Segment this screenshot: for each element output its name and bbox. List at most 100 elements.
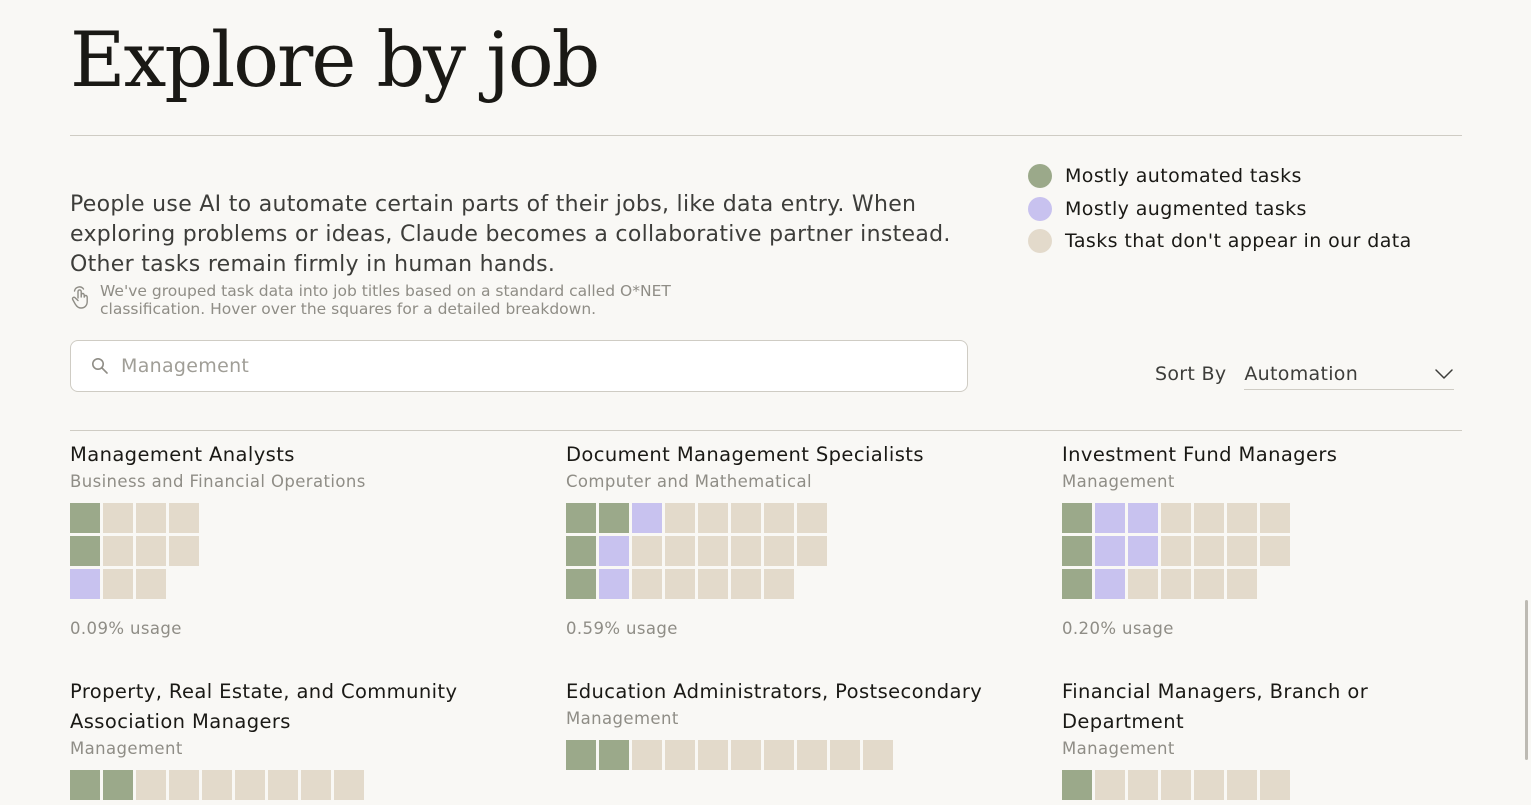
task-square-augmented[interactable] [632,503,662,533]
task-square-not-in-data[interactable] [103,569,133,599]
legend-item-augmented: Mostly augmented tasks [1028,193,1412,226]
task-square-not-in-data[interactable] [731,503,761,533]
task-square-automated[interactable] [566,503,596,533]
task-square-augmented[interactable] [70,569,100,599]
task-square-not-in-data[interactable] [764,503,794,533]
job-title[interactable]: Management Analysts [70,443,295,466]
task-square-augmented[interactable] [1128,536,1158,566]
task-square-not-in-data[interactable] [731,536,761,566]
job-category: Management [566,709,679,728]
task-square-not-in-data[interactable] [1095,770,1125,800]
task-square-augmented[interactable] [599,569,629,599]
task-square-not-in-data[interactable] [797,503,827,533]
search-box[interactable] [70,340,968,392]
sort-label: Sort By [1155,363,1227,385]
task-square-not-in-data[interactable] [202,770,232,800]
task-square-not-in-data[interactable] [136,770,166,800]
task-square-automated[interactable] [599,503,629,533]
task-square-not-in-data[interactable] [169,770,199,800]
task-square-not-in-data[interactable] [1194,536,1224,566]
task-square-not-in-data[interactable] [334,770,364,800]
job-title[interactable]: Investment Fund Managers [1062,443,1338,466]
task-square-not-in-data[interactable] [1227,503,1257,533]
task-square-automated[interactable] [566,740,596,770]
task-square-not-in-data[interactable] [698,740,728,770]
task-square-not-in-data[interactable] [1260,536,1290,566]
task-square-automated[interactable] [1062,569,1092,599]
task-square-not-in-data[interactable] [235,770,265,800]
task-square-not-in-data[interactable] [665,503,695,533]
task-square-not-in-data[interactable] [1128,770,1158,800]
chevron-down-icon [1435,368,1454,379]
job-card: Investment Fund Managers Management 0.20… [1062,440,1482,638]
task-square-not-in-data[interactable] [169,536,199,566]
task-square-not-in-data[interactable] [1260,770,1290,800]
task-square-not-in-data[interactable] [1227,770,1257,800]
task-square-automated[interactable] [566,569,596,599]
task-square-not-in-data[interactable] [1161,770,1191,800]
task-square-augmented[interactable] [599,536,629,566]
task-square-augmented[interactable] [1095,536,1125,566]
job-title[interactable]: Education Administrators, Postsecondary [566,680,983,703]
task-square-not-in-data[interactable] [1161,569,1191,599]
task-square-not-in-data[interactable] [103,536,133,566]
task-square-not-in-data[interactable] [797,740,827,770]
task-square-not-in-data[interactable] [103,503,133,533]
task-square-not-in-data[interactable] [1194,770,1224,800]
task-square-not-in-data[interactable] [797,536,827,566]
task-square-not-in-data[interactable] [169,503,199,533]
task-square-automated[interactable] [1062,770,1092,800]
legend-dot-not-in-data [1028,229,1052,254]
task-square-automated[interactable] [1062,503,1092,533]
task-square-not-in-data[interactable] [665,740,695,770]
hand-pointer-icon [71,286,88,309]
task-grid-row [1062,536,1482,569]
task-square-not-in-data[interactable] [301,770,331,800]
job-title[interactable]: Document Management Specialists [566,443,924,466]
task-square-automated[interactable] [599,740,629,770]
task-square-not-in-data[interactable] [268,770,298,800]
task-square-not-in-data[interactable] [1194,503,1224,533]
task-square-not-in-data[interactable] [764,536,794,566]
task-square-automated[interactable] [70,503,100,533]
task-square-automated[interactable] [70,536,100,566]
task-square-augmented[interactable] [1095,503,1125,533]
task-square-not-in-data[interactable] [698,536,728,566]
task-square-augmented[interactable] [1128,503,1158,533]
task-square-automated[interactable] [1062,536,1092,566]
task-square-not-in-data[interactable] [136,503,166,533]
scrollbar[interactable] [1525,600,1528,760]
job-title[interactable]: Property, Real Estate, and Community Ass… [70,680,458,733]
sort-select[interactable]: Automation [1244,358,1455,390]
task-square-automated[interactable] [103,770,133,800]
task-square-not-in-data[interactable] [1161,536,1191,566]
task-square-not-in-data[interactable] [1161,503,1191,533]
task-square-augmented[interactable] [1095,569,1125,599]
task-square-automated[interactable] [566,536,596,566]
task-grid-row [70,569,490,602]
search-input[interactable] [119,354,923,378]
task-square-not-in-data[interactable] [136,569,166,599]
task-grid-row [70,503,490,536]
task-square-not-in-data[interactable] [665,536,695,566]
task-square-not-in-data[interactable] [1128,569,1158,599]
task-square-not-in-data[interactable] [632,740,662,770]
task-square-not-in-data[interactable] [698,569,728,599]
task-square-not-in-data[interactable] [764,569,794,599]
task-square-not-in-data[interactable] [764,740,794,770]
task-square-not-in-data[interactable] [863,740,893,770]
task-square-not-in-data[interactable] [1227,569,1257,599]
task-square-not-in-data[interactable] [731,569,761,599]
task-square-not-in-data[interactable] [136,536,166,566]
job-title[interactable]: Financial Managers, Branch or Department [1062,680,1369,733]
task-square-automated[interactable] [70,770,100,800]
task-square-not-in-data[interactable] [632,569,662,599]
task-square-not-in-data[interactable] [632,536,662,566]
task-square-not-in-data[interactable] [1227,536,1257,566]
task-square-not-in-data[interactable] [1194,569,1224,599]
task-square-not-in-data[interactable] [830,740,860,770]
task-square-not-in-data[interactable] [731,740,761,770]
task-square-not-in-data[interactable] [665,569,695,599]
task-square-not-in-data[interactable] [1260,503,1290,533]
task-square-not-in-data[interactable] [698,503,728,533]
